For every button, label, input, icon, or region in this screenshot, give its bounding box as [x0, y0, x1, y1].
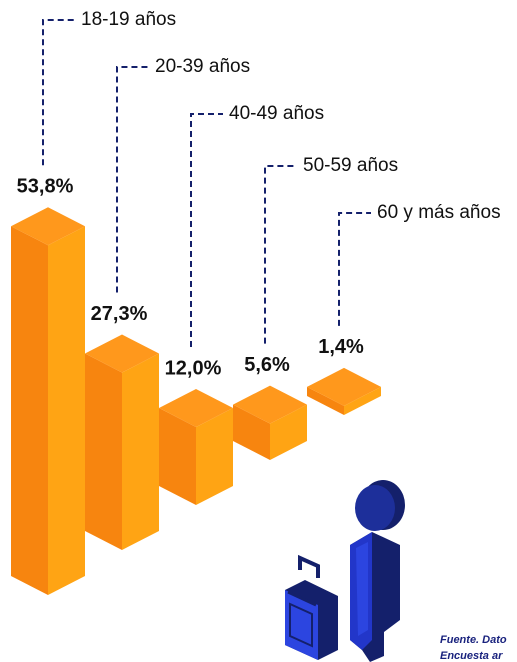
leader-line [43, 20, 75, 165]
bar [159, 389, 233, 505]
bar-right-face [122, 354, 159, 550]
value-label: 1,4% [318, 336, 364, 358]
leader-line [339, 213, 371, 326]
category-label: 18-19 años [81, 9, 176, 30]
suitcase-icon [285, 558, 338, 660]
category-label: 50-59 años [303, 155, 398, 176]
value-label: 5,6% [244, 354, 290, 376]
bar [307, 368, 381, 415]
leader-line [117, 67, 149, 293]
bar-left-face [11, 226, 48, 595]
value-label: 53,8% [17, 176, 74, 198]
bar-right-face [48, 226, 85, 595]
chart: Fuente. Dato Encuesta ar 53,8% 18-19 años… [0, 0, 517, 662]
category-label: 20-39 años [155, 56, 250, 77]
category-label: 40-49 años [229, 103, 324, 124]
leader-line [265, 166, 297, 344]
value-label: 27,3% [91, 303, 148, 325]
category-label: 60 y más años [377, 202, 501, 223]
bar-left-face [85, 354, 122, 550]
bar [11, 207, 85, 595]
source-text: Encuesta ar [440, 650, 503, 662]
person-icon [350, 480, 405, 662]
bar [233, 386, 307, 460]
value-label: 12,0% [165, 357, 222, 379]
bar [85, 335, 159, 550]
source-text: Fuente. Dato [440, 634, 507, 646]
leader-line [191, 114, 223, 347]
